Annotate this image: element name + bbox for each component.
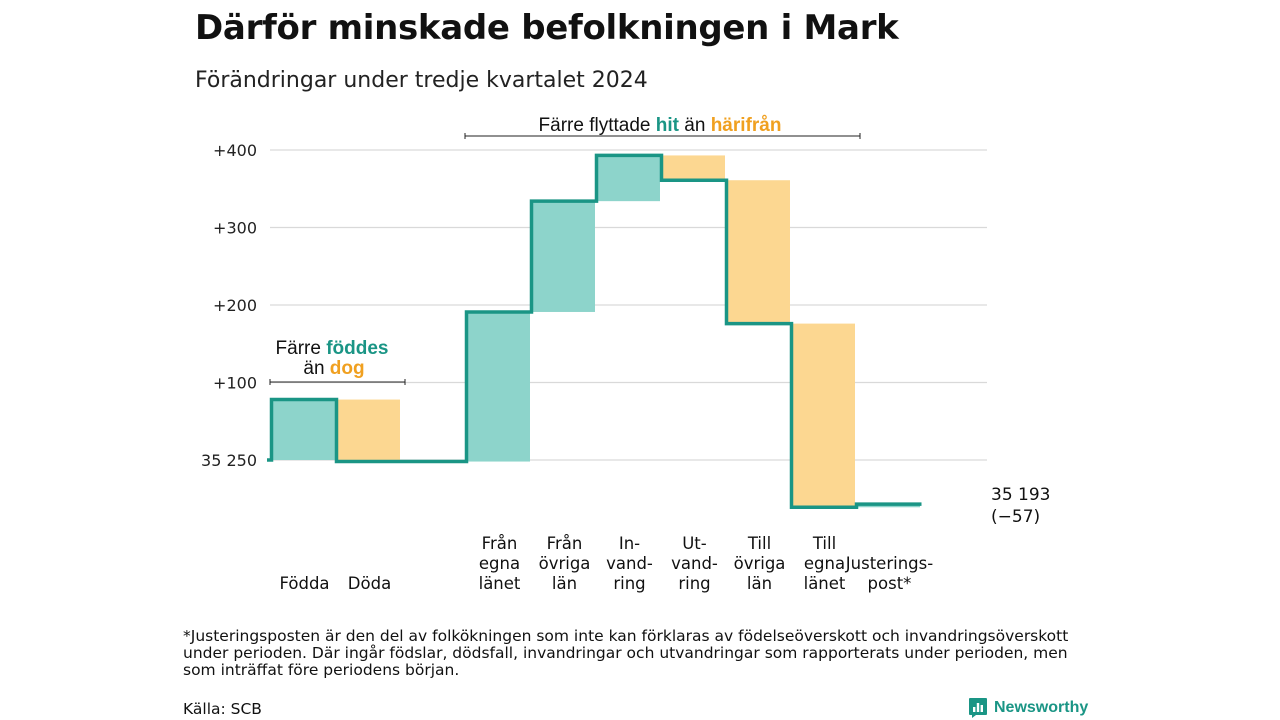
y-tick-label: +200 xyxy=(213,296,257,315)
y-tick-label: +300 xyxy=(213,219,257,238)
source-label: Källa: SCB xyxy=(183,700,262,718)
waterfall-bar xyxy=(791,323,855,508)
waterfall-bar xyxy=(726,180,790,324)
y-tick-label: 35 250 xyxy=(201,451,257,470)
waterfall-bar xyxy=(596,155,660,202)
running-total-line xyxy=(267,153,922,510)
end-value-label: 35 193 xyxy=(991,485,1050,505)
waterfall-chart: +400 +300 +200 +100 35 250 Födda Döda Från egna l… xyxy=(201,115,1050,593)
x-category-label: Ut-vand-ring xyxy=(671,534,718,593)
x-category-label: Till egna länet xyxy=(804,534,846,593)
moves-annotation: Färre flyttade hit än härifrån xyxy=(539,115,782,136)
waterfall-bar xyxy=(336,399,400,462)
waterfall-bar xyxy=(531,201,595,312)
bar-chart-logo-icon xyxy=(969,698,987,718)
x-category-label: Till övriga län xyxy=(734,534,786,593)
chart-subtitle: Förändringar under tredje kvartalet 2024 xyxy=(195,68,648,93)
waterfall-bar xyxy=(466,311,530,462)
x-category-label: Döda xyxy=(348,574,391,593)
x-category-label: Från övriga län xyxy=(539,534,591,593)
brand-logo: Newsworthy xyxy=(968,697,1088,719)
y-tick-label: +400 xyxy=(213,141,257,160)
brand-name: Newsworthy xyxy=(994,699,1089,716)
waterfall-bar xyxy=(271,399,335,460)
x-category-label: In-vand-ring xyxy=(606,534,653,593)
footnote: *Justeringsposten är den del av folkökni… xyxy=(183,627,1069,679)
waterfall-bar xyxy=(661,155,725,181)
end-change-label: (−57) xyxy=(991,507,1040,527)
chart-title: Därför minskade befolkningen i Mark xyxy=(195,8,899,48)
births-annotation-line1: Färre föddes xyxy=(276,338,389,359)
births-annotation-line2: än dog xyxy=(303,358,364,379)
x-category-label: Födda xyxy=(279,574,329,593)
x-category-label: Justerings-post* xyxy=(845,554,933,593)
y-tick-label: +100 xyxy=(213,374,257,393)
x-category-label: Från egna länet xyxy=(479,534,521,593)
